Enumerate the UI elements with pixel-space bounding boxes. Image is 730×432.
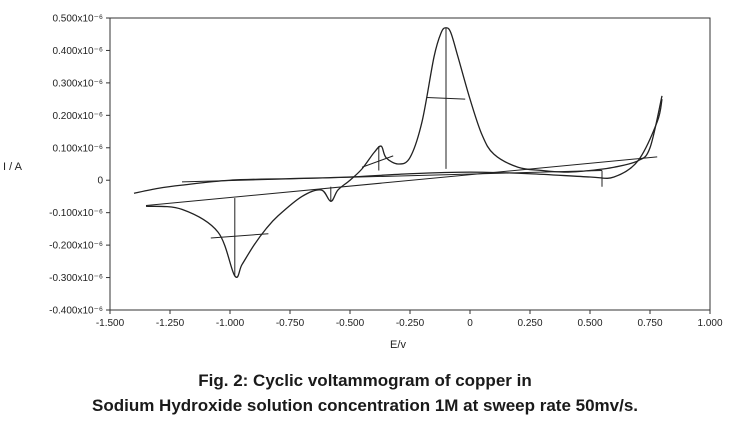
y-tick-label: 0.300x10⁻⁶ [52, 78, 103, 89]
annotation-line-2 [210, 233, 269, 239]
x-tick-label: 0.750 [637, 318, 662, 329]
x-tick-label: -0.500 [336, 318, 365, 329]
y-axis-label: I / A [3, 161, 23, 173]
annotation-line-3 [145, 156, 658, 207]
figure-caption-line-2: Sodium Hydroxide solution concentration … [91, 396, 639, 415]
y-tick-label: -0.300x10⁻⁶ [49, 273, 103, 284]
x-axis-ticks: -1.500 -1.250 -1.000 -0.750 -0.500 -0.250 0 0.2… [96, 310, 723, 329]
y-tick-label: 0.400x10⁻⁶ [52, 46, 103, 57]
series-line-1 [145, 27, 663, 278]
x-tick-label: -1.000 [216, 318, 245, 329]
plot-frame [109, 17, 711, 311]
x-tick-label: -1.500 [96, 318, 125, 329]
annotation-lines [145, 27, 658, 276]
y-tick-label: 0.500x10⁻⁶ [52, 14, 103, 25]
y-tick-label: -0.100x10⁻⁶ [49, 208, 103, 219]
x-tick-label: 0.250 [517, 318, 542, 329]
series-group [133, 27, 663, 278]
x-tick-label: 0 [467, 318, 473, 329]
x-tick-label: 1.000 [697, 318, 722, 329]
x-tick-label: -0.250 [396, 318, 425, 329]
y-tick-label: -0.400x10⁻⁶ [49, 306, 103, 317]
x-tick-label: -1.250 [156, 318, 185, 329]
cyclic-voltammogram-chart: 0.500x10⁻⁶ 0.400x10⁻⁶ 0.300x10⁻⁶ 0.200x10⁻⁶… [3, 14, 723, 352]
x-axis-label: E/v [390, 339, 406, 351]
y-tick-label: 0.100x10⁻⁶ [52, 143, 103, 154]
y-tick-label: 0.200x10⁻⁶ [52, 111, 103, 122]
annotation-line-5 [361, 155, 394, 168]
y-axis-ticks: 0.500x10⁻⁶ 0.400x10⁻⁶ 0.300x10⁻⁶ 0.200x10⁻⁶… [49, 14, 110, 317]
y-tick-label: -0.200x10⁻⁶ [49, 241, 103, 252]
figure-caption-line-1: Fig. 2: Cyclic voltammogram of copper in [198, 371, 532, 390]
x-tick-label: 0.500 [577, 318, 602, 329]
y-tick-label: 0 [97, 176, 103, 187]
annotation-line-8 [426, 96, 466, 100]
series-line-2 [133, 98, 663, 194]
x-tick-label: -0.750 [276, 318, 305, 329]
